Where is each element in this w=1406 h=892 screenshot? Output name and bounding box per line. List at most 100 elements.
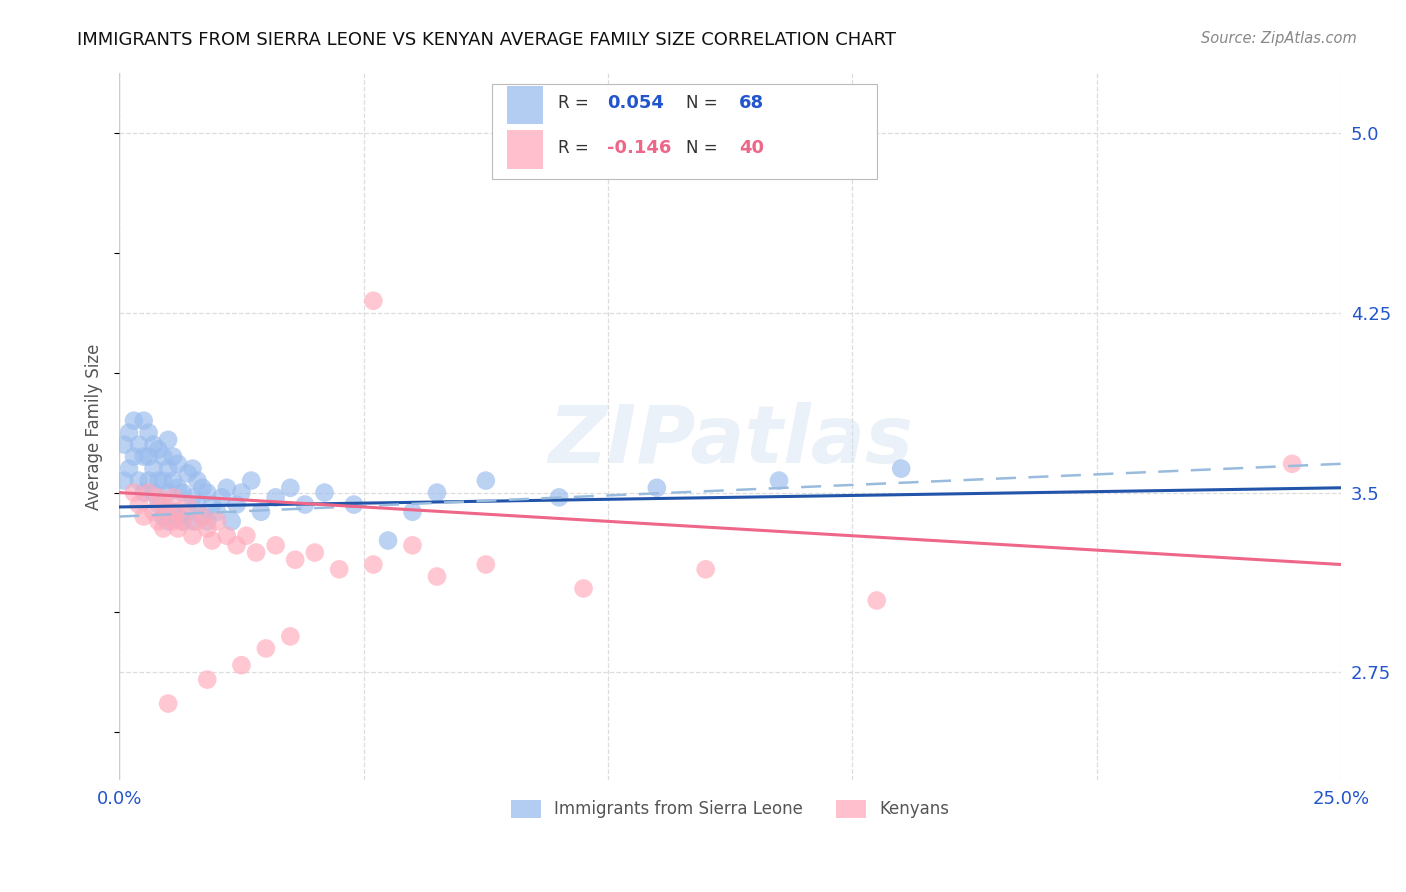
Y-axis label: Average Family Size: Average Family Size	[86, 343, 103, 510]
Point	[132, 509, 155, 524]
Point	[138, 425, 160, 440]
Point	[162, 505, 184, 519]
Point	[191, 481, 214, 495]
Point	[167, 505, 190, 519]
Point	[142, 505, 165, 519]
Point	[162, 450, 184, 464]
Point	[426, 485, 449, 500]
Point	[195, 485, 218, 500]
Point	[148, 442, 170, 457]
Text: 40: 40	[738, 139, 763, 157]
Text: Source: ZipAtlas.com: Source: ZipAtlas.com	[1201, 31, 1357, 46]
Point	[181, 529, 204, 543]
Point	[176, 505, 198, 519]
Point	[768, 474, 790, 488]
Point	[152, 522, 174, 536]
Point	[112, 474, 135, 488]
Point	[363, 293, 385, 308]
Point	[240, 474, 263, 488]
Point	[1281, 457, 1303, 471]
FancyBboxPatch shape	[506, 130, 543, 169]
Point	[363, 558, 385, 572]
Point	[254, 641, 277, 656]
Point	[328, 562, 350, 576]
Point	[195, 522, 218, 536]
Point	[231, 658, 253, 673]
Point	[157, 433, 180, 447]
Point	[142, 437, 165, 451]
Point	[167, 457, 190, 471]
Point	[162, 474, 184, 488]
Point	[152, 498, 174, 512]
Point	[167, 481, 190, 495]
Point	[890, 461, 912, 475]
Point	[304, 545, 326, 559]
Text: R =: R =	[558, 95, 593, 112]
Point	[157, 485, 180, 500]
Point	[401, 538, 423, 552]
FancyBboxPatch shape	[492, 84, 877, 179]
Point	[162, 514, 184, 528]
Point	[250, 505, 273, 519]
Text: IMMIGRANTS FROM SIERRA LEONE VS KENYAN AVERAGE FAMILY SIZE CORRELATION CHART: IMMIGRANTS FROM SIERRA LEONE VS KENYAN A…	[77, 31, 897, 49]
Point	[284, 552, 307, 566]
Point	[245, 545, 267, 559]
Point	[181, 461, 204, 475]
Point	[548, 491, 571, 505]
Point	[201, 498, 224, 512]
Text: 68: 68	[738, 95, 763, 112]
Point	[195, 514, 218, 528]
Point	[162, 491, 184, 505]
Point	[191, 509, 214, 524]
Point	[264, 491, 287, 505]
Point	[186, 498, 208, 512]
Point	[201, 533, 224, 548]
Point	[181, 491, 204, 505]
Point	[278, 629, 301, 643]
Point	[148, 498, 170, 512]
Point	[475, 558, 498, 572]
Point	[118, 425, 141, 440]
Point	[866, 593, 889, 607]
Point	[132, 485, 155, 500]
Point	[572, 582, 595, 596]
Point	[122, 450, 145, 464]
Point	[157, 697, 180, 711]
Text: ZIPatlas: ZIPatlas	[548, 401, 912, 480]
Point	[167, 509, 190, 524]
Point	[142, 461, 165, 475]
Point	[426, 569, 449, 583]
Legend: Immigrants from Sierra Leone, Kenyans: Immigrants from Sierra Leone, Kenyans	[503, 793, 956, 825]
Point	[142, 485, 165, 500]
Point	[191, 509, 214, 524]
Point	[152, 474, 174, 488]
Point	[314, 485, 336, 500]
Point	[186, 474, 208, 488]
Point	[118, 461, 141, 475]
Point	[138, 450, 160, 464]
Point	[235, 529, 257, 543]
Point	[215, 481, 238, 495]
Point	[148, 474, 170, 488]
Point	[112, 437, 135, 451]
Point	[343, 498, 366, 512]
Point	[122, 485, 145, 500]
Point	[132, 414, 155, 428]
Point	[645, 481, 668, 495]
Point	[475, 474, 498, 488]
Point	[128, 437, 150, 451]
Point	[231, 485, 253, 500]
Text: R =: R =	[558, 139, 593, 157]
Point	[264, 538, 287, 552]
Point	[205, 514, 228, 528]
Point	[132, 450, 155, 464]
Point	[221, 514, 243, 528]
Point	[195, 673, 218, 687]
Point	[176, 498, 198, 512]
Point	[172, 485, 194, 500]
Point	[225, 498, 247, 512]
Point	[172, 514, 194, 528]
Point	[152, 509, 174, 524]
Point	[186, 514, 208, 528]
Text: 0.054: 0.054	[607, 95, 664, 112]
